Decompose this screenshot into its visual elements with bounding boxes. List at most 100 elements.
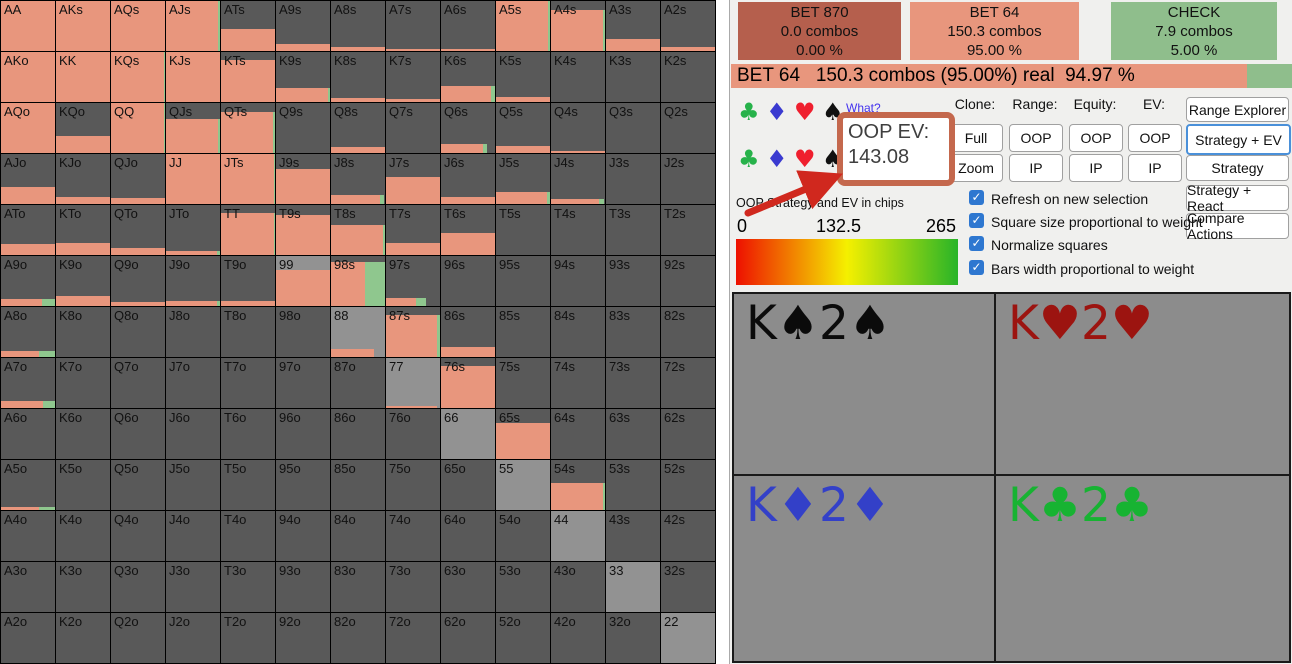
matrix-cell-52s[interactable]: 52s: [661, 460, 716, 511]
matrix-cell-KK[interactable]: KK: [56, 52, 111, 103]
matrix-cell-84o[interactable]: 84o: [331, 511, 386, 562]
matrix-cell-K5o[interactable]: K5o: [56, 460, 111, 511]
matrix-cell-32s[interactable]: 32s: [661, 562, 716, 613]
matrix-cell-T7o[interactable]: T7o: [221, 358, 276, 409]
matrix-cell-87s[interactable]: 87s: [386, 307, 441, 358]
matrix-cell-J3s[interactable]: J3s: [606, 154, 661, 205]
matrix-cell-95s[interactable]: 95s: [496, 256, 551, 307]
matrix-cell-AA[interactable]: AA: [1, 1, 56, 52]
matrix-cell-A9o[interactable]: A9o: [1, 256, 56, 307]
matrix-cell-42o[interactable]: 42o: [551, 613, 606, 664]
matrix-cell-Q9s[interactable]: Q9s: [276, 103, 331, 154]
suit-diamond-icon[interactable]: ♦: [766, 145, 788, 173]
matrix-cell-T2o[interactable]: T2o: [221, 613, 276, 664]
matrix-cell-33[interactable]: 33: [606, 562, 661, 613]
matrix-cell-KTs[interactable]: KTs: [221, 52, 276, 103]
matrix-cell-J7o[interactable]: J7o: [166, 358, 221, 409]
clone-full-button[interactable]: Full: [949, 124, 1003, 152]
matrix-cell-62s[interactable]: 62s: [661, 409, 716, 460]
matrix-cell-Q8o[interactable]: Q8o: [111, 307, 166, 358]
matrix-cell-76o[interactable]: 76o: [386, 409, 441, 460]
matrix-cell-Q8s[interactable]: Q8s: [331, 103, 386, 154]
matrix-cell-54o[interactable]: 54o: [496, 511, 551, 562]
matrix-cell-73s[interactable]: 73s: [606, 358, 661, 409]
matrix-cell-95o[interactable]: 95o: [276, 460, 331, 511]
combo-quadrant-3[interactable]: K♣2♣: [996, 476, 1254, 654]
matrix-cell-JTs[interactable]: JTs: [221, 154, 276, 205]
matrix-cell-83s[interactable]: 83s: [606, 307, 661, 358]
checkbox-square-size-proportional-to-weight[interactable]: ✓: [969, 213, 984, 228]
action-button-check[interactable]: CHECK 7.9 combos 5.00 %: [1111, 2, 1277, 60]
suit-heart-icon[interactable]: ♥: [794, 98, 816, 126]
matrix-cell-K6o[interactable]: K6o: [56, 409, 111, 460]
matrix-cell-AJo[interactable]: AJo: [1, 154, 56, 205]
matrix-cell-J7s[interactable]: J7s: [386, 154, 441, 205]
matrix-cell-97s[interactable]: 97s: [386, 256, 441, 307]
matrix-cell-A7s[interactable]: A7s: [386, 1, 441, 52]
matrix-cell-T4o[interactable]: T4o: [221, 511, 276, 562]
matrix-cell-K5s[interactable]: K5s: [496, 52, 551, 103]
matrix-cell-KJo[interactable]: KJo: [56, 154, 111, 205]
matrix-cell-A4s[interactable]: A4s: [551, 1, 606, 52]
matrix-cell-T6s[interactable]: T6s: [441, 205, 496, 256]
matrix-cell-A6o[interactable]: A6o: [1, 409, 56, 460]
matrix-cell-85o[interactable]: 85o: [331, 460, 386, 511]
matrix-cell-K9o[interactable]: K9o: [56, 256, 111, 307]
matrix-cell-Q6s[interactable]: Q6s: [441, 103, 496, 154]
matrix-cell-53s[interactable]: 53s: [606, 460, 661, 511]
matrix-cell-96s[interactable]: 96s: [441, 256, 496, 307]
action-button-bet-870[interactable]: BET 870 0.0 combos 0.00 %: [738, 2, 901, 60]
matrix-cell-TT[interactable]: TT: [221, 205, 276, 256]
matrix-cell-Q5o[interactable]: Q5o: [111, 460, 166, 511]
matrix-cell-K8o[interactable]: K8o: [56, 307, 111, 358]
matrix-cell-KTo[interactable]: KTo: [56, 205, 111, 256]
matrix-cell-AQo[interactable]: AQo: [1, 103, 56, 154]
matrix-cell-74o[interactable]: 74o: [386, 511, 441, 562]
matrix-cell-J2s[interactable]: J2s: [661, 154, 716, 205]
matrix-cell-T5o[interactable]: T5o: [221, 460, 276, 511]
matrix-cell-T8o[interactable]: T8o: [221, 307, 276, 358]
matrix-cell-72s[interactable]: 72s: [661, 358, 716, 409]
matrix-cell-74s[interactable]: 74s: [551, 358, 606, 409]
matrix-cell-J8o[interactable]: J8o: [166, 307, 221, 358]
checkbox-bars-width-proportional-to-weight[interactable]: ✓: [969, 260, 984, 275]
matrix-cell-A5s[interactable]: A5s: [496, 1, 551, 52]
matrix-cell-J4s[interactable]: J4s: [551, 154, 606, 205]
checkbox-refresh-on-new-selection[interactable]: ✓: [969, 190, 984, 205]
matrix-cell-A5o[interactable]: A5o: [1, 460, 56, 511]
matrix-cell-J2o[interactable]: J2o: [166, 613, 221, 664]
matrix-cell-43o[interactable]: 43o: [551, 562, 606, 613]
suit-heart-icon[interactable]: ♥: [794, 145, 816, 173]
matrix-cell-63o[interactable]: 63o: [441, 562, 496, 613]
matrix-cell-K3o[interactable]: K3o: [56, 562, 111, 613]
matrix-cell-QTs[interactable]: QTs: [221, 103, 276, 154]
matrix-cell-K4s[interactable]: K4s: [551, 52, 606, 103]
matrix-cell-85s[interactable]: 85s: [496, 307, 551, 358]
matrix-cell-T9o[interactable]: T9o: [221, 256, 276, 307]
matrix-cell-83o[interactable]: 83o: [331, 562, 386, 613]
suit-club-icon[interactable]: ♣: [738, 145, 760, 173]
matrix-cell-ATs[interactable]: ATs: [221, 1, 276, 52]
range-explorer-button[interactable]: Range Explorer: [1186, 97, 1289, 122]
matrix-cell-64s[interactable]: 64s: [551, 409, 606, 460]
matrix-cell-K2o[interactable]: K2o: [56, 613, 111, 664]
what-link[interactable]: What?: [846, 101, 881, 115]
matrix-cell-52o[interactable]: 52o: [496, 613, 551, 664]
matrix-cell-65s[interactable]: 65s: [496, 409, 551, 460]
matrix-cell-Q7s[interactable]: Q7s: [386, 103, 441, 154]
strategy-react-button[interactable]: Strategy + React: [1186, 182, 1289, 214]
matrix-cell-QTo[interactable]: QTo: [111, 205, 166, 256]
matrix-cell-96o[interactable]: 96o: [276, 409, 331, 460]
matrix-cell-AQs[interactable]: AQs: [111, 1, 166, 52]
matrix-cell-54s[interactable]: 54s: [551, 460, 606, 511]
ev-ip-button[interactable]: IP: [1128, 154, 1182, 182]
matrix-cell-T4s[interactable]: T4s: [551, 205, 606, 256]
matrix-cell-J4o[interactable]: J4o: [166, 511, 221, 562]
matrix-cell-A3o[interactable]: A3o: [1, 562, 56, 613]
matrix-cell-93s[interactable]: 93s: [606, 256, 661, 307]
matrix-cell-J5o[interactable]: J5o: [166, 460, 221, 511]
matrix-cell-Q6o[interactable]: Q6o: [111, 409, 166, 460]
matrix-cell-Q7o[interactable]: Q7o: [111, 358, 166, 409]
matrix-cell-A8s[interactable]: A8s: [331, 1, 386, 52]
matrix-cell-Q2o[interactable]: Q2o: [111, 613, 166, 664]
